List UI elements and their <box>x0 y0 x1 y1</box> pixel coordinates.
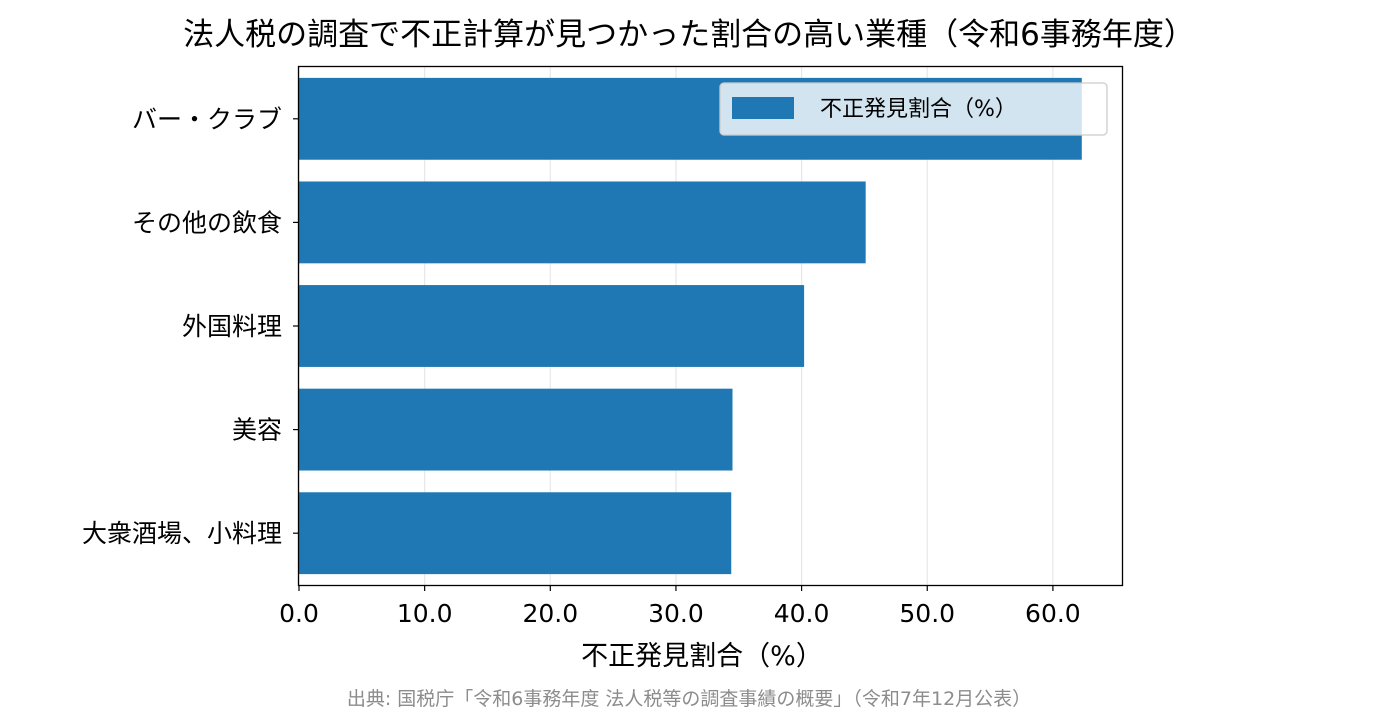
y-tick-label: 美容 <box>232 416 282 445</box>
source-note: 出典: 国税庁「令和6事務年度 法人税等の調査事績の概要」（令和7年12月公表） <box>347 688 1031 710</box>
x-tick-label: 30.0 <box>648 599 704 628</box>
bar <box>299 285 805 367</box>
chart-title: 法人税の調査で不正計算が見つかった割合の高い業種（令和6事務年度） <box>183 17 1195 53</box>
bars <box>299 77 1082 575</box>
legend-box <box>719 82 1108 136</box>
x-tick-label: 10.0 <box>397 599 453 628</box>
x-tick-label: 0.0 <box>279 599 319 628</box>
x-tick-label: 40.0 <box>774 599 830 628</box>
x-axis-ticks: 0.0 10.0 20.0 30.0 40.0 50.0 60.0 <box>279 585 1081 628</box>
bar <box>299 492 732 575</box>
y-tick-label: その他の飲食 <box>132 208 282 237</box>
x-tick-label: 50.0 <box>899 599 955 628</box>
bar <box>299 388 733 471</box>
legend: 不正発見割合（%） <box>719 82 1108 136</box>
y-tick-label: 外国料理 <box>182 312 282 341</box>
bar <box>299 181 866 264</box>
x-axis-label: 不正発見割合（%） <box>581 641 823 672</box>
y-tick-label: バー・クラブ <box>132 105 282 134</box>
legend-swatch <box>732 97 794 119</box>
x-tick-label: 60.0 <box>1025 599 1081 628</box>
x-tick-label: 20.0 <box>522 599 578 628</box>
y-tick-label: 大衆酒場、小料理 <box>82 519 282 548</box>
legend-label: 不正発見割合（%） <box>820 97 1017 122</box>
